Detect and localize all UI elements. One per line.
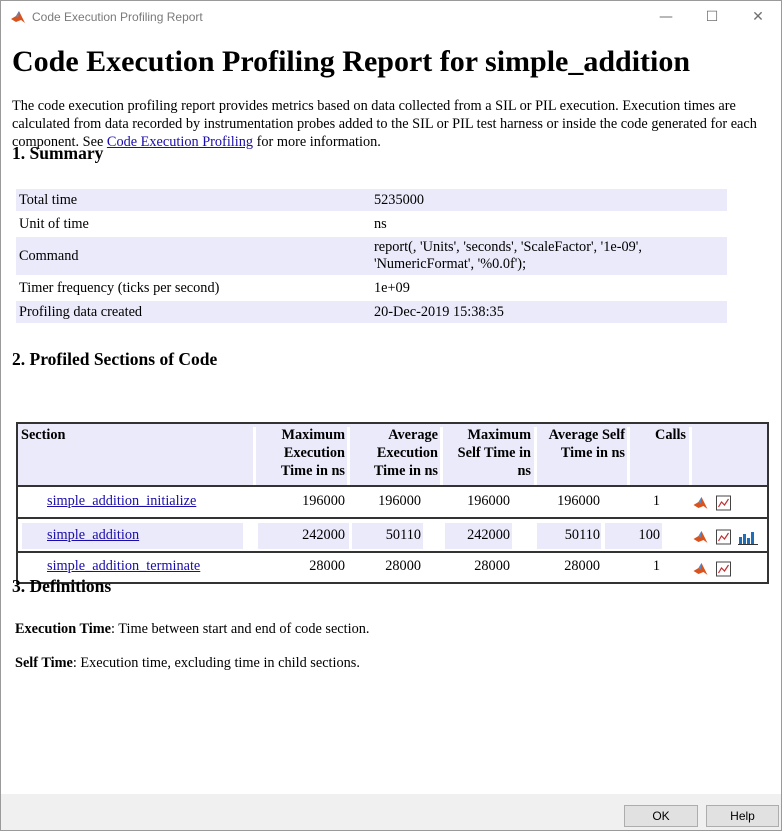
summary-key: Unit of time <box>19 215 89 232</box>
definition-self-time: Self Time: Execution time, excluding tim… <box>15 655 360 671</box>
avg-exec-value: 50110 <box>385 527 421 543</box>
avg-self-value: 50110 <box>564 527 600 543</box>
summary-key: Timer frequency (ticks per second) <box>19 279 220 296</box>
summary-value: 20-Dec-2019 15:38:35 <box>371 301 727 323</box>
column-header-avg-self: Average Self Time in ns <box>548 427 625 461</box>
maximize-button[interactable]: ☐ <box>705 8 719 25</box>
command-line-2: 'NumericFormat', '%0.0f'); <box>374 256 527 272</box>
section-link-simple-addition[interactable]: simple_addition <box>47 527 140 543</box>
section-link-initialize[interactable]: simple_addition_initialize <box>47 493 197 509</box>
timeline-plot-icon[interactable] <box>715 561 732 577</box>
bar-chart-icon[interactable] <box>738 529 758 545</box>
avg-self-value: 196000 <box>557 493 600 509</box>
summary-row: Timer frequency (ticks per second) 1e+09 <box>16 277 727 299</box>
matlab-logo-icon <box>11 10 25 23</box>
summary-key: Profiling data created <box>16 301 371 323</box>
matlab-code-icon[interactable] <box>692 529 709 545</box>
profiled-sections-table: Section Maximum Execution Time in ns Avera… <box>16 422 769 584</box>
section-link-terminate[interactable]: simple_addition_terminate <box>47 558 201 574</box>
definitions-heading: 3. Definitions <box>12 576 112 596</box>
timeline-plot-icon[interactable] <box>715 495 732 511</box>
column-header-max-self: Maximum Self Time in ns <box>457 427 531 479</box>
timeline-plot-icon[interactable] <box>715 529 732 545</box>
calls-value: 1 <box>652 493 660 509</box>
definition-execution-time: Execution Time: Time between start and e… <box>15 621 370 637</box>
summary-row: Command report(, 'Units', 'seconds', 'Sc… <box>16 237 727 275</box>
matlab-code-icon[interactable] <box>692 495 709 511</box>
table-row: simple_addition_terminate 28000 28000 28… <box>18 555 767 582</box>
table-header: Section Maximum Execution Time in ns Avera… <box>18 424 767 487</box>
avg-exec-value: 196000 <box>378 493 421 509</box>
summary-value: report(, 'Units', 'seconds', 'ScaleFacto… <box>371 237 727 275</box>
intro-text-end: for more information. <box>253 134 381 150</box>
summary-table: Total time 5235000 Unit of time ns Comma… <box>16 187 727 325</box>
column-header-avg-exec: Average Execution Time in ns <box>373 427 438 479</box>
minimize-button[interactable]: — <box>659 8 673 25</box>
summary-value: 5235000 <box>371 189 727 211</box>
close-button[interactable]: ✕ <box>752 8 764 25</box>
column-header-section: Section <box>21 427 66 443</box>
help-button[interactable]: Help <box>706 805 779 827</box>
button-bar: OK Help <box>1 794 781 830</box>
max-exec-value: 242000 <box>302 527 345 543</box>
ok-button[interactable]: OK <box>624 805 698 827</box>
summary-row: Total time 5235000 <box>16 189 727 211</box>
calls-value: 100 <box>638 527 660 543</box>
column-header-calls: Calls <box>655 427 686 443</box>
code-execution-profiling-link[interactable]: Code Execution Profiling <box>106 134 254 150</box>
column-header-max-exec: Maximum Execution Time in ns <box>280 427 345 479</box>
window-title: Code Execution Profiling Report <box>32 9 203 24</box>
summary-heading: 1. Summary <box>12 143 104 163</box>
max-self-value: 242000 <box>467 527 510 543</box>
report-content[interactable]: Code Execution Profiling Report for simp… <box>1 32 781 794</box>
summary-key: Total time <box>16 189 371 211</box>
summary-key: Command <box>16 237 371 275</box>
summary-row: Unit of time ns <box>16 213 727 235</box>
summary-row: Profiling data created 20-Dec-2019 15:38… <box>16 301 727 323</box>
profiled-sections-heading: 2. Profiled Sections of Code <box>12 349 218 369</box>
matlab-code-icon[interactable] <box>692 561 709 577</box>
intro-text: The code execution profiling report prov… <box>12 98 757 150</box>
summary-value: 1e+09 <box>374 279 410 296</box>
max-self-value: 28000 <box>474 558 510 574</box>
max-exec-value: 28000 <box>309 558 345 574</box>
avg-exec-value: 28000 <box>385 558 421 574</box>
report-intro: The code execution profiling report prov… <box>12 97 764 151</box>
max-exec-value: 196000 <box>302 493 345 509</box>
table-row: simple_addition 242000 50110 242000 5011… <box>18 521 767 553</box>
calls-value: 1 <box>652 558 660 574</box>
avg-self-value: 28000 <box>564 558 600 574</box>
title-bar[interactable]: Code Execution Profiling Report — ☐ ✕ <box>1 1 781 32</box>
report-heading: Code Execution Profiling Report for simp… <box>12 45 691 78</box>
command-line-1: report(, 'Units', 'seconds', 'ScaleFacto… <box>374 239 642 255</box>
max-self-value: 196000 <box>467 493 510 509</box>
summary-value: ns <box>374 215 387 232</box>
table-row: simple_addition_initialize 196000 196000… <box>18 487 767 519</box>
definitions: Execution Time: Time between start and e… <box>15 620 369 688</box>
